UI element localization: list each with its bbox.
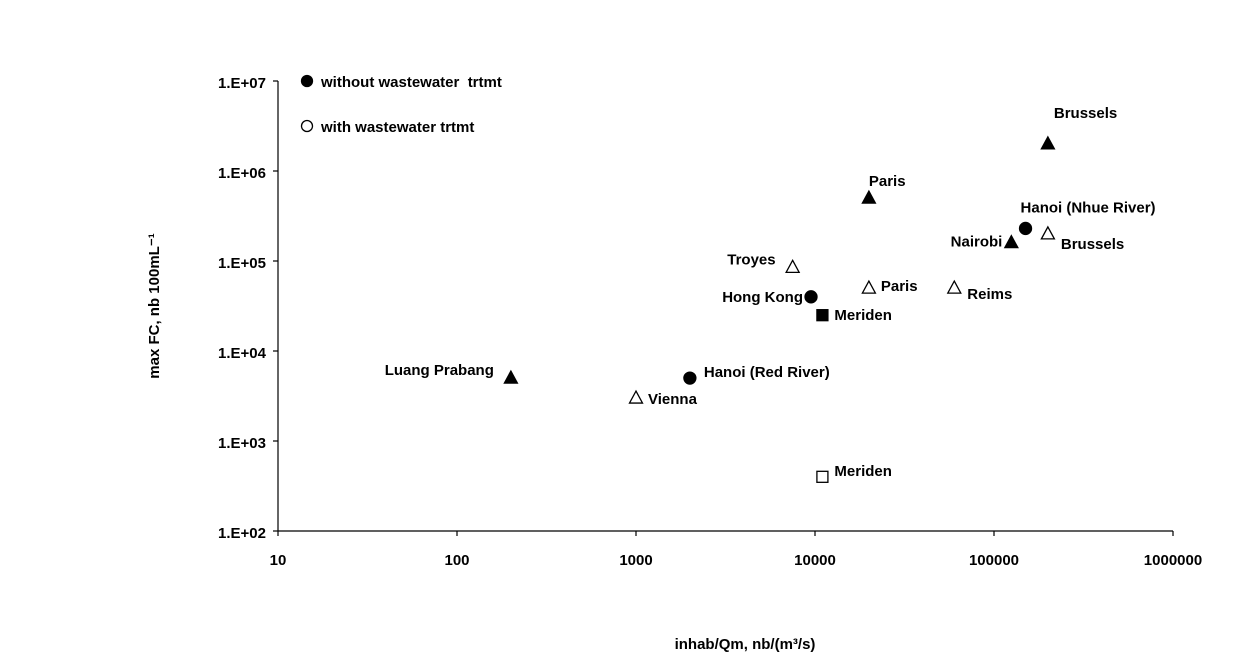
point — [683, 371, 697, 385]
point-label: Troyes — [727, 251, 775, 268]
point-label: Paris — [881, 278, 918, 295]
point-label: Vienna — [648, 391, 698, 408]
y-tick-label: 1.E+05 — [218, 255, 266, 272]
legend-label: with wastewater trtmt — [320, 119, 474, 136]
point-label: Paris — [869, 173, 906, 190]
y-axis-label: max FC, nb 100mL⁻¹ — [146, 233, 163, 378]
point-label: Hanoi (Red River) — [704, 364, 830, 381]
x-tick-label: 1000000 — [1144, 552, 1202, 569]
point — [861, 279, 877, 294]
x-tick-label: 10000 — [794, 552, 836, 569]
x-tick-label: 1000 — [619, 552, 652, 569]
y-tick-label: 1.E+06 — [218, 165, 266, 182]
x-tick-label: 100 — [444, 552, 469, 569]
x-axis-label: inhab/Qm, nb/(m³/s) — [675, 636, 816, 653]
point — [946, 279, 962, 294]
point-label: Meriden — [834, 463, 892, 480]
point-label: Luang Prabang — [385, 362, 494, 379]
point — [804, 290, 818, 304]
x-tick-label: 100000 — [969, 552, 1019, 569]
legend-marker — [300, 119, 314, 133]
point — [1018, 221, 1033, 236]
point-label: Hong Kong — [722, 289, 803, 306]
point — [816, 470, 829, 483]
point-label: Reims — [967, 286, 1012, 303]
point-label: Hanoi (Nhue River) — [1021, 199, 1156, 216]
point — [785, 258, 801, 274]
legend-label: without wastewater trtmt — [320, 74, 502, 91]
point — [1003, 234, 1019, 249]
y-tick-label: 1.E+03 — [218, 435, 266, 452]
x-tick-label: 10 — [270, 552, 287, 569]
point — [1040, 225, 1056, 240]
point — [503, 369, 519, 384]
point-label: Brussels — [1054, 105, 1117, 122]
point-label: Meriden — [834, 307, 892, 324]
point — [816, 309, 829, 322]
legend-marker — [300, 74, 314, 88]
y-tick-label: 1.E+02 — [218, 525, 266, 542]
point — [861, 189, 877, 204]
point — [1040, 135, 1056, 150]
y-tick-label: 1.E+07 — [218, 75, 266, 92]
point — [628, 389, 644, 404]
y-tick-label: 1.E+04 — [218, 345, 267, 362]
point-label: Nairobi — [951, 234, 1003, 251]
point-label: Brussels — [1061, 236, 1124, 253]
